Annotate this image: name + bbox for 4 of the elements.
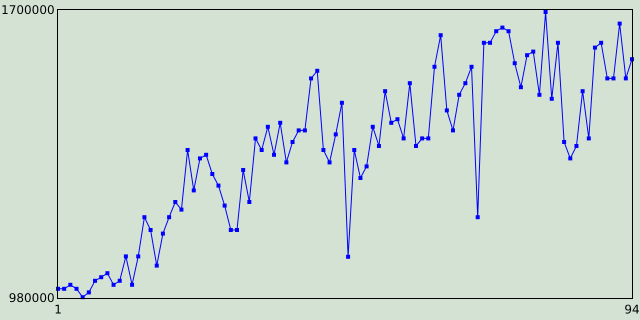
x-tick-label: 1 xyxy=(54,302,62,316)
y-tick-label: 980000 xyxy=(8,291,55,306)
y-tick-label: 1700000 xyxy=(1,3,55,18)
x-tick-label: 94 xyxy=(624,302,640,316)
